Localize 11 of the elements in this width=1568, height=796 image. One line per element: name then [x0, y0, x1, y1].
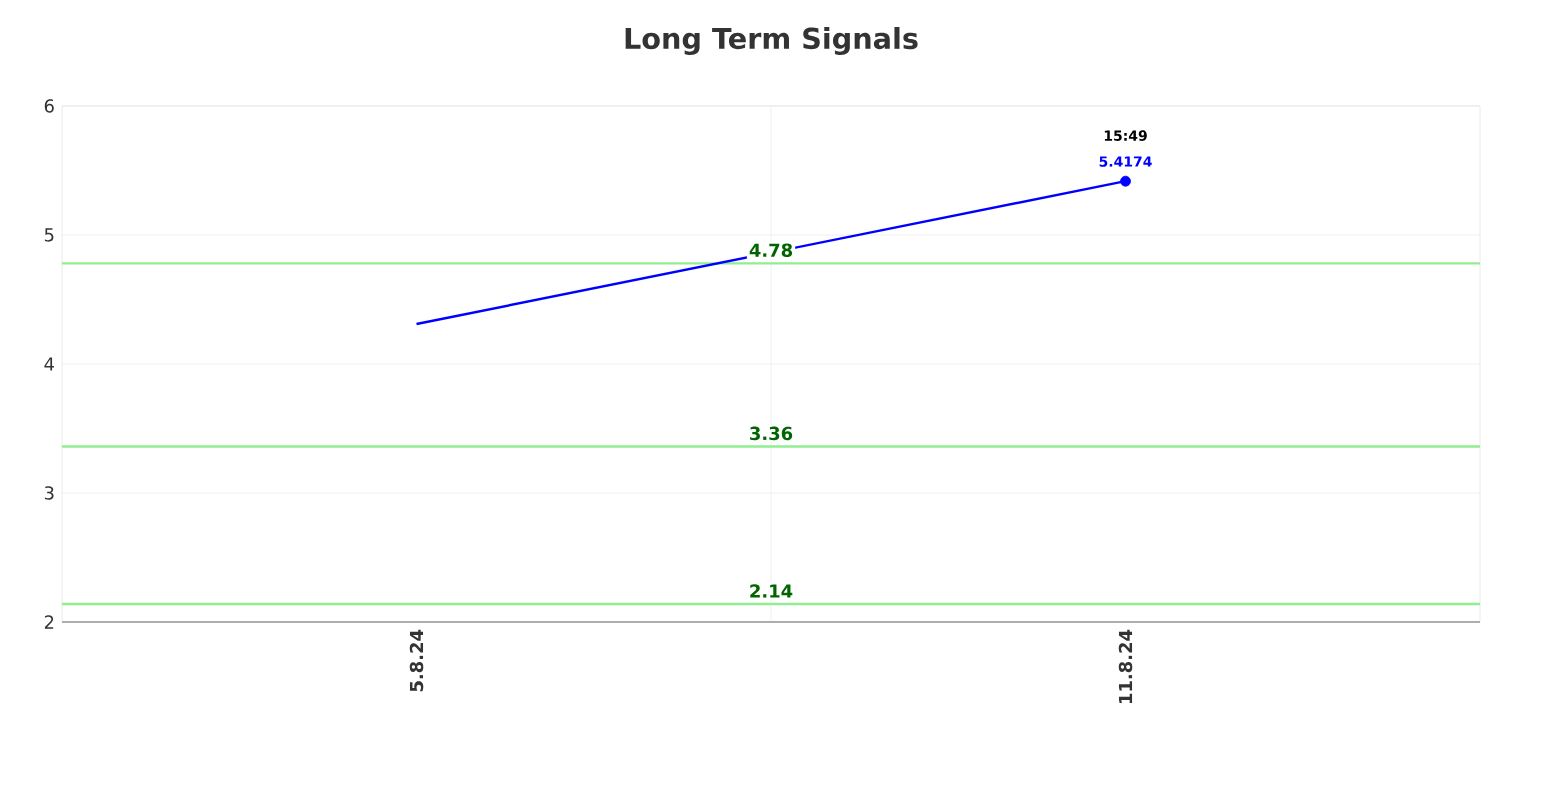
x-tick-label: 5.8.24 [409, 629, 424, 692]
ref-line-label: 2.14 [750, 584, 793, 598]
x-tick-label: 11.8.24 [1118, 629, 1133, 704]
chart-title: Long Term Signals [625, 27, 918, 55]
y-tick-label: 2 [44, 615, 54, 629]
y-tick-label: 5 [44, 228, 54, 242]
ref-line-label: 4.78 [749, 243, 793, 257]
y-tick-label: 3 [44, 486, 54, 500]
y-tick-label: 4 [44, 357, 54, 371]
y-tick-label: 6 [44, 99, 54, 113]
ref-line-label: 3.36 [750, 426, 793, 441]
